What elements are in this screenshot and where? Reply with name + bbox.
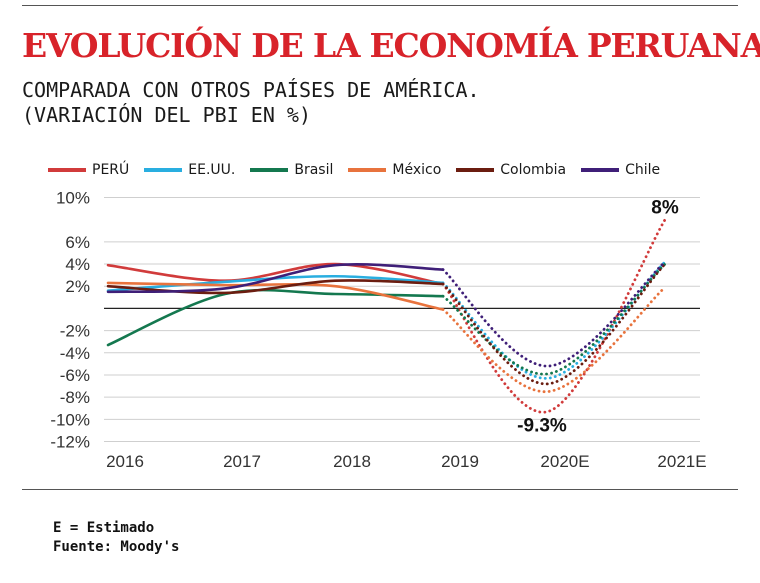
x-tick-label: 2017: [223, 452, 261, 471]
series-estimate-colombia: [441, 262, 667, 386]
top-rule: [22, 5, 738, 6]
source-note: Fuente: Moody's: [53, 539, 180, 555]
y-tick-label: -8%: [60, 388, 90, 407]
x-tick-label: 2019: [441, 452, 479, 471]
legend-item-ee-uu: EE.UU.: [144, 162, 235, 178]
estimate-note: E = Estimado: [53, 520, 155, 536]
series-line-peru: [106, 262, 445, 286]
page-title: EVOLUCIÓN DE LA ECONOMÍA PERUANA: [22, 26, 760, 65]
x-tick-label: 2020E: [540, 452, 589, 471]
y-tick-label: -4%: [60, 344, 90, 363]
legend-label: Colombia: [500, 162, 567, 178]
series-estimate-peru: [441, 218, 667, 414]
subtitle: COMPARADA CON OTROS PAÍSES DE AMÉRICA. (…: [22, 78, 480, 128]
legend-item-mexico: México: [348, 162, 441, 178]
legend-swatch: [581, 168, 620, 172]
legend-swatch: [250, 168, 289, 172]
x-tick-label: 2021E: [657, 452, 706, 471]
series-line-chile: [106, 263, 445, 294]
y-tick-label: -10%: [50, 410, 90, 429]
y-tick-label: 10%: [56, 189, 90, 208]
legend-label: EE.UU.: [188, 162, 236, 178]
y-tick-label: 6%: [65, 233, 90, 252]
subtitle-line-2: (VARIACIÓN DEL PBI EN %): [22, 103, 311, 127]
legend-swatch: [144, 168, 183, 172]
footnote: E = Estimado Fuente: Moody's: [53, 519, 179, 557]
legend-label: PERÚ: [92, 162, 130, 178]
series-line-mexico: [106, 281, 445, 311]
x-tick-label: 2016: [106, 452, 144, 471]
x-tick-label: 2018: [333, 452, 371, 471]
legend-item-chile: Chile: [581, 162, 660, 178]
legend-swatch: [48, 168, 86, 172]
legend-item-peru: PERÚ: [48, 162, 129, 178]
series-estimate-ee-uu: [441, 260, 667, 380]
legend-label: Brasil: [294, 162, 334, 178]
subtitle-line-1: COMPARADA CON OTROS PAÍSES DE AMÉRICA.: [22, 78, 480, 102]
series-line-brasil: [106, 288, 445, 347]
line-chart: 10% 6% 4% 2% -2% -4% -6% -8% -10% -12% 2016 2017 201…: [50, 189, 706, 472]
bottom-rule: [22, 489, 738, 490]
data-label: 8%: [651, 198, 679, 219]
y-tick-label: 2%: [65, 277, 90, 296]
y-tick-label: -6%: [60, 366, 90, 385]
chart-legend: PERÚ EE.UU. Brasil México Colombia Chile: [48, 160, 675, 180]
series-line-ee-uu: [106, 274, 445, 292]
y-tick-label: -2%: [60, 322, 90, 341]
y-tick-label: 4%: [65, 255, 90, 274]
series-estimate-mexico: [441, 285, 667, 394]
legend-label: Chile: [625, 162, 661, 178]
legend-item-colombia: Colombia: [456, 162, 566, 178]
y-tick-label: -12%: [50, 433, 90, 452]
legend-item-brasil: Brasil: [250, 162, 333, 178]
series-estimate-chile: [441, 260, 667, 368]
data-label: -9.3%: [517, 416, 567, 437]
series-estimate-brasil: [441, 262, 667, 376]
legend-swatch: [456, 168, 495, 172]
legend-swatch: [348, 168, 387, 172]
legend-label: México: [392, 162, 442, 178]
